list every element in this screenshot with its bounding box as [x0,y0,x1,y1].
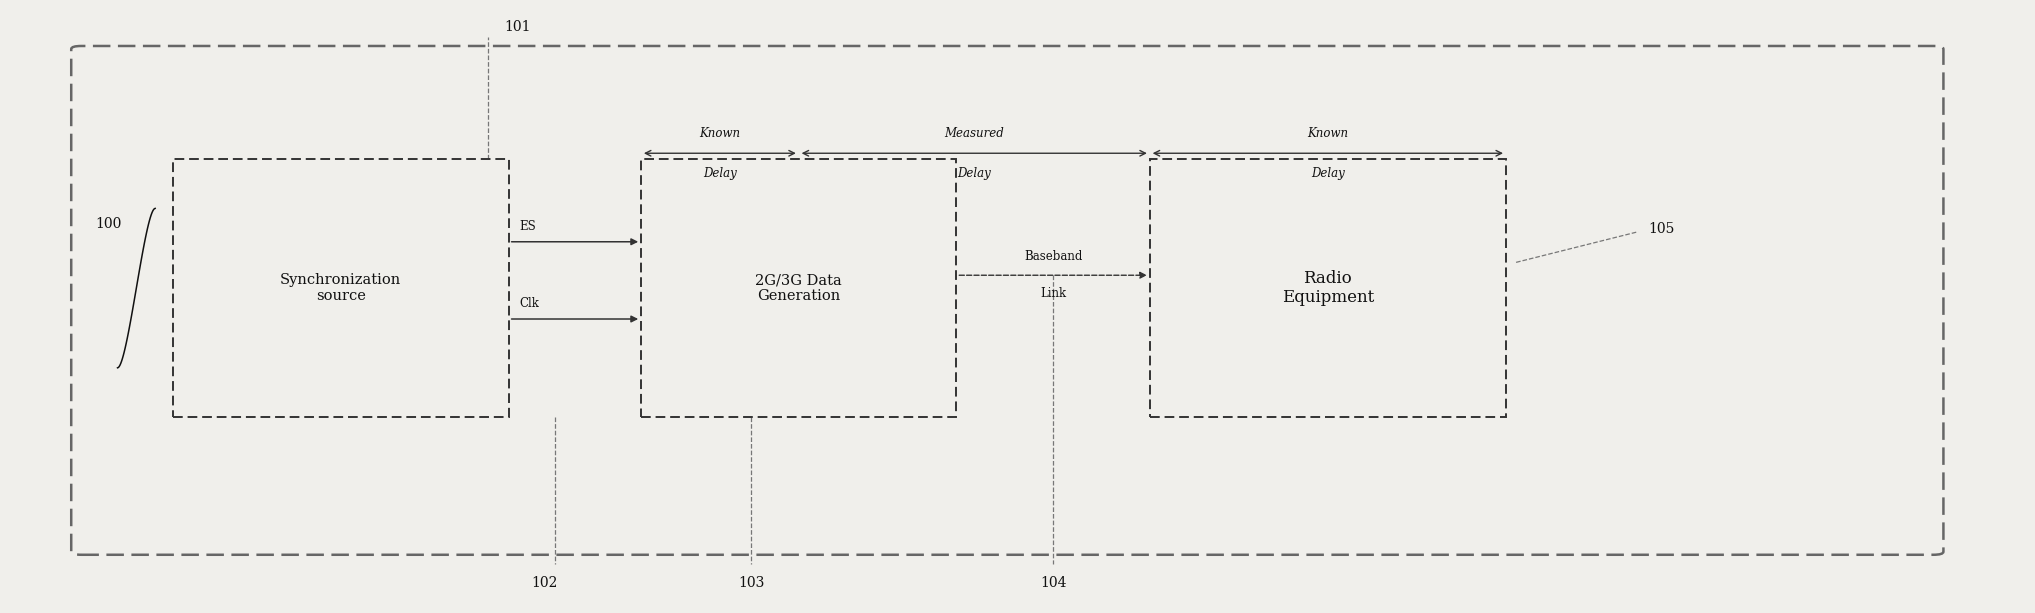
Text: Baseband: Baseband [1024,250,1083,263]
Text: Synchronization
source: Synchronization source [281,273,401,303]
Text: 2G/3G Data
Generation: 2G/3G Data Generation [755,273,842,303]
Text: 105: 105 [1648,222,1675,235]
FancyBboxPatch shape [173,159,509,417]
Text: Link: Link [1040,287,1066,300]
Text: ES: ES [519,219,535,232]
FancyBboxPatch shape [1150,159,1506,417]
Text: Known: Known [700,127,741,140]
Text: 102: 102 [531,576,558,590]
Text: Delay: Delay [702,167,737,180]
Text: Radio
Equipment: Radio Equipment [1282,270,1374,306]
Text: Measured: Measured [944,127,1003,140]
Text: 100: 100 [96,217,122,230]
FancyBboxPatch shape [641,159,956,417]
Text: Known: Known [1306,127,1349,140]
Text: Delay: Delay [1311,167,1345,180]
Text: Clk: Clk [519,297,539,310]
Text: 101: 101 [505,20,531,34]
Text: Delay: Delay [956,167,991,180]
Text: 104: 104 [1040,576,1066,590]
Text: 103: 103 [739,576,765,590]
FancyBboxPatch shape [71,46,1943,555]
